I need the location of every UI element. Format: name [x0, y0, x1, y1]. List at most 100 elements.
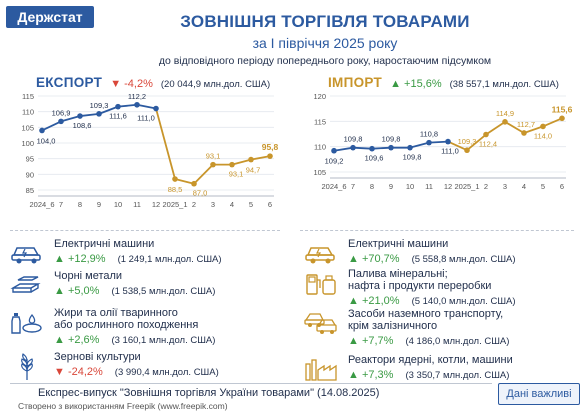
x-tick-label: 2024_6: [29, 200, 54, 209]
series-segment: [41, 120, 62, 132]
series-segment: [504, 121, 525, 134]
item-name: Засоби наземного транспорту,: [348, 308, 504, 320]
y-tick-label: 120: [313, 92, 326, 101]
data-label: 88,5: [168, 185, 183, 194]
item-stats: ▲ +70,7% (5 558,8 млн.дол. США): [348, 253, 574, 265]
item-change: ▲ +21,0%: [348, 295, 400, 307]
y-tick-label: 90: [26, 170, 34, 179]
item-change: ▲ +7,7%: [348, 335, 394, 347]
x-tick-label: 4: [522, 182, 526, 191]
x-tick-label: 2024_6: [321, 182, 346, 191]
data-point: [58, 118, 64, 125]
x-tick-label: 8: [78, 200, 82, 209]
data-label: 109,8: [344, 135, 363, 144]
item-name: Електричні машини: [348, 238, 449, 250]
item-value: (3 160,1 млн.дол. США): [111, 335, 216, 346]
x-tick-label: 2: [484, 182, 488, 191]
item-change: ▲ +70,7%: [348, 253, 400, 265]
data-point: [521, 130, 527, 136]
import-heading: ІМПОРТ ▲ +15,6% (38 557,1 млн.дол. США): [328, 75, 559, 90]
data-label: 109,2: [325, 157, 344, 166]
item-name: Зернові культури: [54, 351, 141, 363]
footer-text: Експрес-випуск "Зовнішня торгівля Україн…: [38, 387, 380, 399]
item-change: ▲ +5,0%: [54, 285, 100, 297]
x-tick-label: 7: [59, 200, 63, 209]
item-text: Реактори ядерні, котли, машини ▲ +7,3% (3 …: [348, 354, 574, 381]
series-segment: [250, 155, 271, 161]
export-divider: [10, 230, 280, 231]
item-name: Палива мінеральні;: [348, 268, 448, 280]
data-label: 93,1: [229, 170, 244, 179]
data-point: [191, 180, 197, 187]
item-change: ▲ +7,3%: [348, 369, 394, 381]
item-text: Чорні метали ▲ +5,0% (1 538,5 млн.дол. США…: [54, 270, 280, 297]
x-tick-label: 7: [351, 182, 355, 191]
data-point: [426, 139, 432, 146]
series-segment: [231, 158, 252, 166]
series-segment: [333, 146, 354, 152]
series-segment: [409, 141, 430, 149]
important-data-badge[interactable]: Дані важливі: [498, 383, 580, 405]
data-point: [153, 105, 159, 112]
series-segment: [60, 115, 81, 123]
y-tick-label: 110: [314, 143, 326, 152]
item-value: (3 350,7 млн.дол. США): [405, 370, 510, 381]
item-stats: ▲ +21,0% (5 140,0 млн.дол. США): [348, 295, 574, 307]
data-label: 110,8: [420, 130, 438, 139]
data-point: [369, 145, 375, 152]
item-stats: ▲ +7,7% (4 186,0 млн.дол. США): [348, 335, 574, 347]
data-label: 109,3: [90, 101, 109, 110]
x-tick-label: 2025_1: [454, 182, 479, 191]
item-stats: ▼ -24,2% (3 990,4 млн.дол. США): [54, 366, 280, 378]
footer-credit: Створено з використанням Freepik (www.fr…: [18, 401, 228, 411]
oil-bottle-icon: [10, 309, 44, 340]
data-label: 106,9: [52, 108, 71, 117]
data-point: [210, 161, 216, 168]
item-change: ▲ +12,9%: [54, 253, 106, 265]
item-value: (1 249,1 млн.дол. США): [117, 254, 222, 265]
item-name: Жири та олії тваринного: [54, 307, 178, 319]
series-segment: [523, 125, 544, 134]
x-tick-label: 5: [249, 200, 253, 209]
y-tick-label: 115: [22, 92, 34, 101]
export-total: (20 044,9 млн.дол. США): [160, 79, 271, 90]
data-label: 114,0: [534, 131, 552, 140]
data-point: [388, 144, 394, 151]
y-tick-label: 85: [26, 186, 34, 195]
item-name-line-2: або рослинного походження: [54, 319, 199, 331]
x-tick-label: 2025_1: [162, 200, 187, 209]
series-segment: [371, 146, 392, 150]
logo: Держстат: [6, 6, 94, 28]
item-text: Палива мінеральні; нафта і продукти перер…: [348, 268, 574, 307]
x-tick-label: 8: [370, 182, 374, 191]
vehicles-icon: [304, 310, 338, 341]
data-label: 95,8: [262, 142, 279, 152]
item-name: Електричні машини: [54, 238, 155, 250]
export-title: ЕКСПОРТ: [36, 75, 103, 90]
series-segment: [485, 121, 506, 136]
data-label: 114,9: [496, 109, 514, 118]
wheat-icon: [10, 353, 44, 386]
series-segment: [466, 133, 487, 151]
item-stats: ▲ +7,3% (3 350,7 млн.дол. США): [348, 369, 574, 381]
export-change: ▼ -4,2%: [110, 78, 153, 90]
item-value: (5 140,0 млн.дол. США): [411, 296, 516, 307]
series-segment: [193, 163, 214, 185]
import-total: (38 557,1 млн.дол. США): [449, 79, 559, 90]
series-segment: [79, 112, 100, 117]
data-label: 109,8: [403, 153, 422, 162]
item-value: (4 186,0 млн.дол. США): [405, 336, 510, 347]
data-point: [248, 156, 254, 163]
item-text: Жири та олії тваринного або рослинного по…: [54, 307, 280, 346]
item-name: Чорні метали: [54, 270, 123, 282]
data-label: 94,7: [246, 166, 261, 175]
series-segment: [117, 103, 138, 108]
footer-divider: [10, 383, 492, 384]
item-name-line-2: нафта і продукти переробки: [348, 280, 492, 292]
data-label: 111,0: [137, 114, 155, 123]
series-segment: [155, 108, 176, 180]
electric-car-icon: [304, 240, 338, 269]
x-tick-label: 6: [268, 200, 272, 209]
page-caption: до відповідного періоду попереднього рок…: [110, 55, 540, 68]
data-point: [229, 161, 235, 168]
